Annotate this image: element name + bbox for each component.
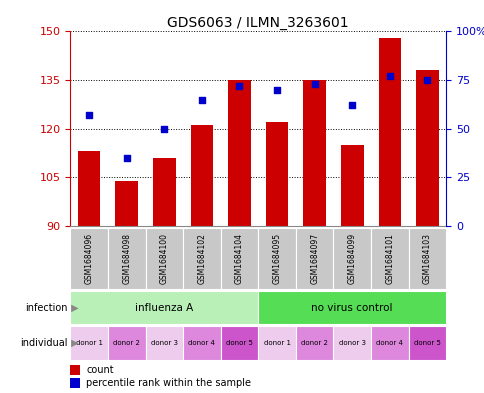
Bar [70,326,107,360]
Text: donor 3: donor 3 [151,340,178,346]
Bar [333,326,370,360]
Bar [115,181,137,226]
Text: GSM1684096: GSM1684096 [84,233,93,284]
Bar [257,291,445,324]
Bar [70,291,257,324]
Text: donor 2: donor 2 [113,340,140,346]
Point [348,102,355,108]
Bar [145,228,183,289]
Title: GDS6063 / ILMN_3263601: GDS6063 / ILMN_3263601 [167,17,348,30]
Bar [182,326,220,360]
Text: GSM1684098: GSM1684098 [122,233,131,284]
Bar [370,326,408,360]
Bar [220,228,257,289]
Bar [77,151,100,226]
Text: ▶: ▶ [68,303,78,312]
Text: GSM1684100: GSM1684100 [159,233,168,284]
Bar [152,158,175,226]
Bar [70,378,79,388]
Text: donor 1: donor 1 [76,340,103,346]
Point [122,155,130,161]
Text: infection: infection [25,303,68,312]
Bar [107,228,145,289]
Text: no virus control: no virus control [311,303,392,312]
Text: donor 4: donor 4 [188,340,215,346]
Text: donor 1: donor 1 [263,340,290,346]
Text: donor 5: donor 5 [226,340,252,346]
Text: donor 2: donor 2 [301,340,327,346]
Bar [70,228,107,289]
Bar [378,38,400,226]
Bar [303,80,325,226]
Bar [257,326,295,360]
Bar [227,80,250,226]
Point [385,73,393,79]
Text: influenza A: influenza A [135,303,193,312]
Bar [265,122,287,226]
Text: GSM1684097: GSM1684097 [309,233,318,284]
Bar [107,326,145,360]
Text: percentile rank within the sample: percentile rank within the sample [86,378,251,388]
Bar [295,228,333,289]
Point [160,126,168,132]
Bar [415,70,438,226]
Text: donor 4: donor 4 [376,340,402,346]
Bar [408,326,445,360]
Bar [408,228,445,289]
Bar [145,326,183,360]
Text: GSM1684102: GSM1684102 [197,233,206,284]
Text: GSM1684099: GSM1684099 [347,233,356,284]
Text: GSM1684101: GSM1684101 [384,233,393,284]
Bar [295,326,333,360]
Text: donor 3: donor 3 [338,340,365,346]
Point [235,83,243,89]
Text: GSM1684103: GSM1684103 [422,233,431,284]
Bar [190,125,213,226]
Point [423,77,430,83]
Text: GSM1684104: GSM1684104 [234,233,243,284]
Bar [370,228,408,289]
Bar [340,145,363,226]
Point [310,81,318,87]
Point [85,112,93,118]
Text: GSM1684095: GSM1684095 [272,233,281,284]
Text: donor 5: donor 5 [413,340,440,346]
Text: count: count [86,365,114,375]
Bar [257,228,295,289]
Point [272,87,280,93]
Bar [182,228,220,289]
Text: individual: individual [20,338,68,348]
Bar [70,365,79,375]
Bar [333,228,370,289]
Bar [220,326,257,360]
Text: ▶: ▶ [68,338,78,348]
Point [197,96,205,103]
